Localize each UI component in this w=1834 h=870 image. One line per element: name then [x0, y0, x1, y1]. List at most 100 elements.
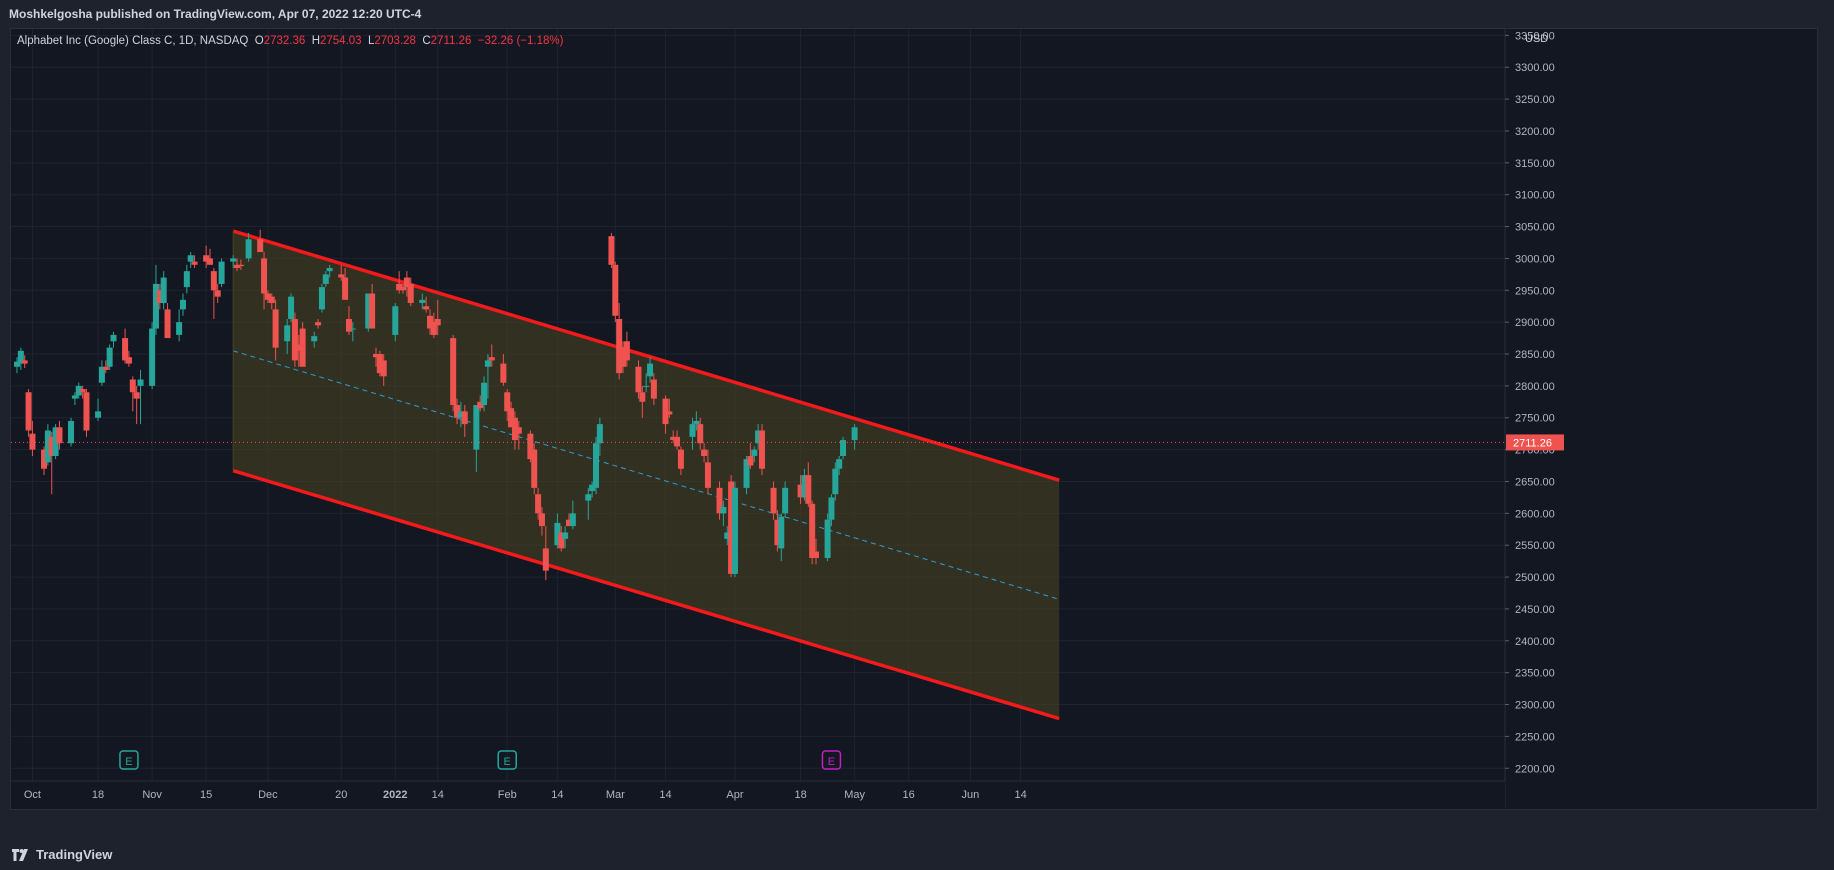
candle	[569, 500, 576, 530]
chart-panel[interactable]: E E E 3350.00 3300.00 3250.00 3200.00 3150.00 3…	[10, 28, 1818, 810]
candle	[511, 411, 518, 450]
candle	[500, 354, 507, 386]
candle	[284, 318, 291, 355]
candle-body	[585, 494, 592, 501]
time-tick-label: 15	[200, 789, 212, 801]
time-tick-label: Mar	[606, 789, 625, 801]
candle-body	[264, 293, 271, 300]
candle	[376, 350, 383, 377]
candle	[836, 455, 843, 476]
earnings-marker[interactable]: E	[119, 750, 139, 770]
candle-body	[569, 513, 576, 527]
candle-body	[133, 392, 140, 399]
candle-body	[805, 475, 812, 504]
candle	[531, 443, 538, 495]
candle-body	[589, 484, 596, 492]
candle-body	[554, 522, 561, 546]
candle	[98, 360, 105, 386]
candle	[21, 355, 28, 369]
price-channel[interactable]	[232, 229, 1060, 721]
candle-body	[596, 424, 603, 444]
candle	[813, 538, 820, 565]
candle-body	[824, 519, 831, 558]
earnings-marker[interactable]: E	[497, 750, 517, 770]
tradingview-logo[interactable]: TradingView	[9, 847, 112, 862]
candle	[585, 487, 592, 520]
candle	[639, 385, 646, 418]
price-tick-label: 3350.00	[1515, 30, 1555, 42]
candle	[724, 526, 731, 546]
candle	[481, 376, 488, 412]
candle-body	[102, 366, 109, 370]
candle-body	[299, 328, 306, 367]
candle	[593, 436, 599, 495]
candle	[782, 481, 789, 517]
price-axis[interactable]: 3350.00 3300.00 3250.00 3200.00 3150.00 3100.…	[1504, 29, 1817, 809]
candle	[419, 293, 426, 310]
time-tick-label: 18	[92, 789, 104, 801]
candle-body	[29, 433, 36, 450]
candle	[349, 322, 356, 342]
candle-body	[210, 271, 217, 291]
candle-body	[724, 532, 731, 539]
candle-body	[261, 258, 268, 294]
earnings-marker-label: E	[504, 756, 511, 768]
candle	[457, 401, 464, 428]
candle-body	[237, 264, 244, 267]
candle-body	[419, 299, 426, 304]
time-tick-label: 2022	[383, 789, 407, 801]
candle	[797, 475, 804, 504]
candle	[245, 232, 252, 262]
candle	[396, 271, 403, 294]
time-tick-label: Oct	[24, 789, 41, 801]
candle-body	[315, 322, 322, 326]
candle-body	[365, 293, 372, 329]
candle-body	[608, 236, 615, 265]
candle	[674, 430, 681, 450]
candle-body	[25, 392, 32, 431]
high-label: H	[311, 35, 320, 47]
candle	[137, 369, 144, 425]
candle-body	[677, 449, 684, 469]
candle-body	[851, 427, 858, 441]
time-axis[interactable]: Oct 18 Nov 15 Dec 20 2022 14 Feb 14 Mar 14 Apr 18 May 1…	[11, 780, 1505, 809]
candle-body	[542, 548, 549, 571]
high-value: 2754.03	[320, 35, 362, 47]
candle	[338, 264, 345, 281]
candle	[535, 487, 542, 520]
candle-body	[558, 532, 565, 549]
open-value: 2732.36	[263, 35, 306, 47]
candle	[44, 424, 51, 466]
candle	[106, 344, 113, 370]
candle-body	[778, 516, 785, 549]
candle	[71, 392, 78, 405]
candle	[52, 424, 59, 460]
candle-body	[639, 392, 646, 402]
earnings-marker[interactable]: E	[821, 750, 842, 770]
candle-body	[828, 497, 835, 520]
candle	[407, 277, 414, 307]
candle	[454, 398, 461, 425]
price-chart[interactable]: E E E 3350.003300.003250.003200.003150.003…	[11, 29, 1817, 809]
header-bar: Moshkelgosha published on TradingView.co…	[0, 0, 1834, 28]
candle-body	[743, 459, 750, 488]
price-tick-label: 2400.00	[1515, 636, 1555, 648]
candle	[824, 513, 831, 562]
candle	[234, 258, 241, 272]
candle-body	[635, 366, 642, 393]
candle	[689, 417, 696, 450]
candle-body	[674, 436, 681, 447]
candle-body	[71, 395, 78, 399]
earnings-marker-label: E	[828, 756, 835, 768]
candle-body	[129, 379, 136, 393]
candle	[179, 293, 186, 316]
candle	[264, 290, 271, 304]
candle	[542, 526, 549, 581]
candle-body	[813, 551, 820, 558]
candle	[25, 389, 32, 437]
candle-body	[565, 519, 572, 527]
candle-body	[457, 411, 464, 418]
candle	[29, 420, 36, 456]
candle-body	[345, 318, 352, 332]
